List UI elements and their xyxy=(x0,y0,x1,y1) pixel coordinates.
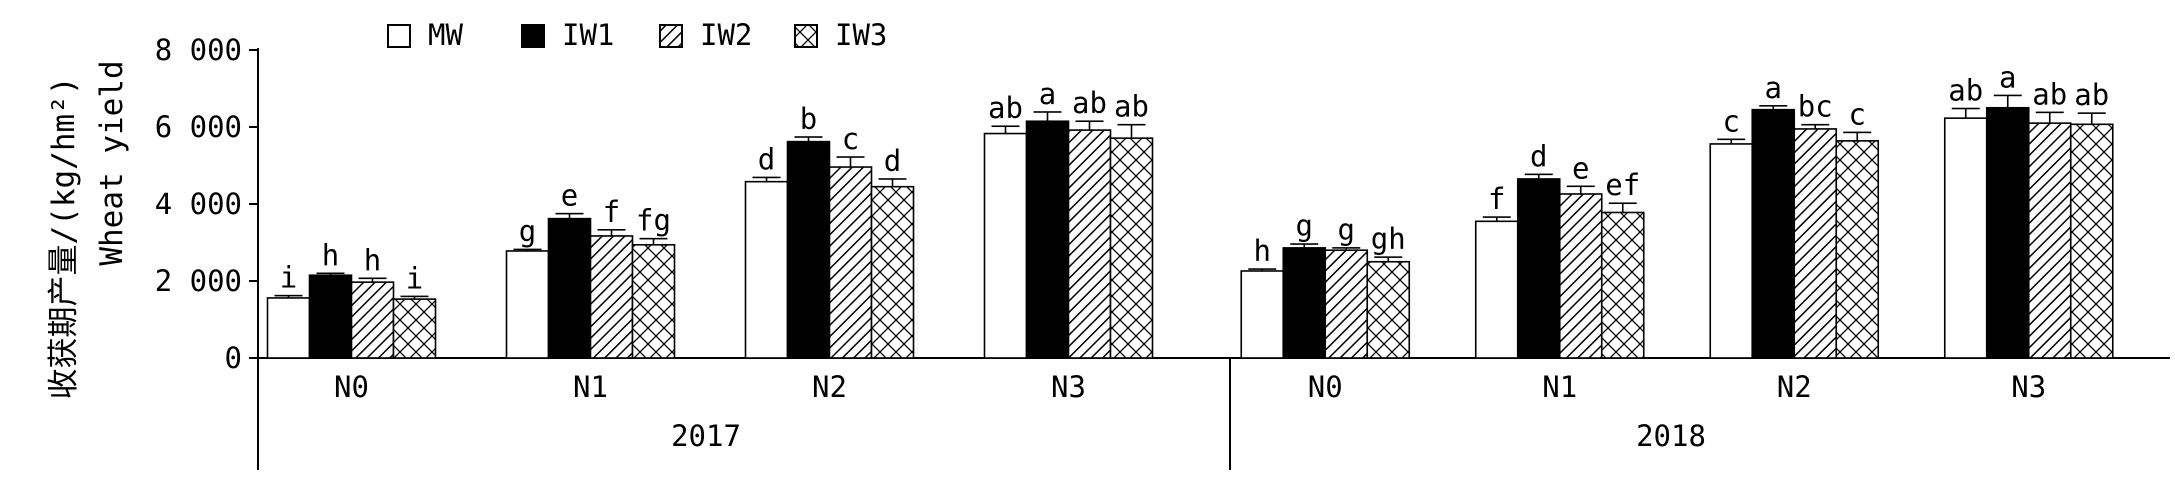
bar xyxy=(631,244,676,359)
significance-label: e xyxy=(561,179,578,213)
significance-label: c xyxy=(842,122,859,156)
significance-label: ab xyxy=(988,91,1023,125)
bar xyxy=(505,250,550,359)
bar xyxy=(1025,120,1070,359)
significance-label: bc xyxy=(1798,90,1833,124)
year-label: 2018 xyxy=(1636,419,1706,453)
y-tick-label: 8 000 xyxy=(155,33,242,67)
significance-label: ef xyxy=(1605,168,1640,202)
bar xyxy=(1835,140,1880,359)
significance-label: h xyxy=(1254,234,1271,268)
significance-label: a xyxy=(1039,77,1056,111)
category-label: N1 xyxy=(573,370,608,404)
bar xyxy=(983,132,1028,359)
category-label: N1 xyxy=(1542,370,1577,404)
bar xyxy=(786,140,831,359)
bar xyxy=(1282,247,1327,359)
significance-label: h xyxy=(322,238,339,272)
y-tick-label: 2 000 xyxy=(155,264,242,298)
significance-label: g xyxy=(1296,209,1313,243)
year-label: 2017 xyxy=(671,419,741,453)
significance-label: ab xyxy=(1948,74,1983,108)
significance-label: a xyxy=(1999,60,2016,94)
bar xyxy=(1600,211,1645,359)
category-label: N2 xyxy=(1777,370,1812,404)
legend-swatch xyxy=(659,24,683,48)
bar xyxy=(266,297,311,359)
legend: MW IW1 IW2 IW3 xyxy=(387,18,887,52)
bar xyxy=(1793,128,1838,359)
category-label: N0 xyxy=(1308,370,1343,404)
y-tick-label: 4 000 xyxy=(155,187,242,221)
y-tick-label: 0 xyxy=(225,341,242,375)
significance-label: ab xyxy=(1072,86,1107,120)
bar xyxy=(1985,106,2030,359)
significance-label: d xyxy=(758,142,775,176)
significance-label: ab xyxy=(2074,78,2109,112)
significance-label: i xyxy=(280,261,297,295)
bar xyxy=(828,166,873,359)
category-label: N0 xyxy=(334,370,369,404)
category-label: N2 xyxy=(812,370,847,404)
significance-label: g xyxy=(1338,213,1355,247)
significance-label: c xyxy=(1849,97,1866,131)
bar xyxy=(1943,117,1988,359)
bar xyxy=(1474,220,1519,359)
significance-label: ab xyxy=(1114,90,1149,124)
legend-label: IW2 xyxy=(700,18,752,52)
legend-swatch xyxy=(521,24,545,48)
significance-label: d xyxy=(884,144,901,178)
y-axis-label-cn: 收获期产量/(kg/hm²) xyxy=(46,77,82,400)
category-label: N3 xyxy=(1051,370,1086,404)
bar xyxy=(1751,108,1796,359)
legend-swatch xyxy=(794,24,818,48)
bar xyxy=(870,185,915,359)
bar xyxy=(547,217,592,359)
category-label: N3 xyxy=(2011,370,2046,404)
legend-label: IW3 xyxy=(835,18,887,52)
significance-label: gh xyxy=(1371,222,1406,256)
bar xyxy=(1067,129,1112,359)
bar xyxy=(744,180,789,359)
bar xyxy=(392,298,437,359)
significance-label: fg xyxy=(636,204,671,238)
bar xyxy=(1709,143,1754,359)
bar xyxy=(1109,137,1154,359)
bar xyxy=(1366,260,1411,359)
bar xyxy=(1240,270,1285,359)
bar xyxy=(350,281,395,359)
x-labels: N0 N1 N2 N3 2017 N0 N1 N2 N3 2018 xyxy=(334,370,2046,453)
significance-label: e xyxy=(1572,151,1589,185)
legend-label: IW1 xyxy=(562,18,614,52)
bar xyxy=(1324,249,1369,359)
significance-label: a xyxy=(1765,71,1782,105)
significance-label: i xyxy=(406,261,423,295)
significance-label: g xyxy=(519,214,536,248)
legend-swatch xyxy=(387,24,411,48)
significance-label: c xyxy=(1723,104,1740,138)
bar xyxy=(308,274,353,359)
legend-label: MW xyxy=(428,18,463,52)
bar xyxy=(2069,123,2114,359)
significance-label: d xyxy=(1530,139,1547,173)
y-tick-label: 6 000 xyxy=(155,110,242,144)
bar xyxy=(1516,178,1561,359)
significance-label: ab xyxy=(2032,77,2067,111)
significance-label: f xyxy=(1488,182,1505,216)
y-ticks: 0 2 000 4 000 6 000 8 000 xyxy=(155,33,258,375)
bar xyxy=(2027,122,2072,359)
bar xyxy=(589,235,634,359)
bar xyxy=(1558,193,1603,359)
y-axis-title: 收获期产量/(kg/hm²) Wheat yield xyxy=(46,60,130,399)
significance-label: f xyxy=(603,195,620,229)
y-axis-label-en: Wheat yield xyxy=(94,60,130,265)
significance-label: h xyxy=(364,243,381,277)
significance-label: b xyxy=(800,102,817,136)
